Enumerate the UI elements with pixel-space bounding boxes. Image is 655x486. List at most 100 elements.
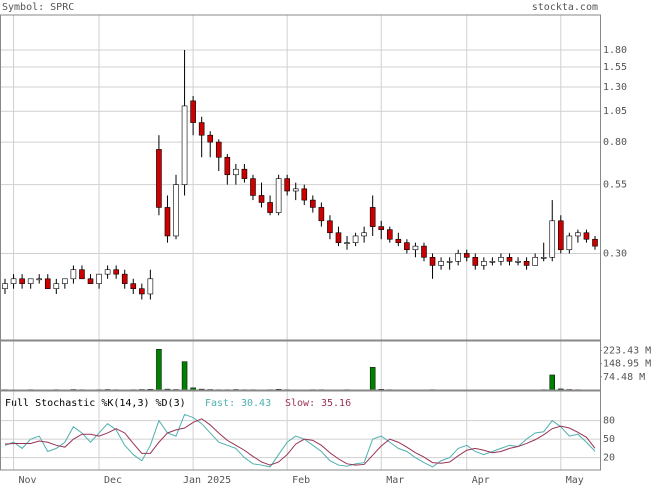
candle-body [2,283,8,289]
x-tick-label: Mar [386,475,404,486]
y-tick-label: 0.80 [603,137,627,148]
candle-body [27,278,34,284]
candle-body [318,207,325,222]
y-tick-label: 1.30 [603,82,627,93]
y-tick-label: 20 [603,453,615,464]
candle-body [369,207,376,227]
x-tick-label: May [566,475,584,486]
y-tick-label: 0.55 [603,180,627,191]
candle-body [19,278,25,284]
candle-body [104,269,111,275]
candle-body [395,238,402,243]
x-tick-label: Jan 2025 [183,475,231,486]
y-tick-label: 1.55 [603,62,627,73]
y-tick-label: 0.30 [603,248,627,259]
candle-body [361,232,367,237]
candle-body [327,220,333,234]
candle-body [241,168,248,179]
candle-body [506,257,513,262]
stoch-title: Full Stochastic %K(14,3) %D(3) [5,398,186,409]
candle-body [515,260,521,263]
legend-name: Slow: [285,398,315,409]
legend-value: 35.16 [321,398,351,409]
y-tick-label: 74.48 M [603,372,645,383]
candle-body [455,253,461,262]
y-tick-label: 1.05 [603,106,627,117]
candle-body [284,178,290,192]
candle-body [275,178,282,213]
candle-body [207,134,214,143]
candle-body [523,260,530,266]
candle-body [10,278,17,284]
volume-bar [156,349,162,391]
candle-body [557,220,564,251]
candle-body [181,105,188,185]
candle-body [378,226,385,230]
candle-body [310,199,316,208]
candle-body [164,207,171,237]
volume-bar [549,374,555,391]
stoch-line [4,413,596,468]
candle-body [421,245,427,258]
candle-body [575,232,581,237]
candle-body [532,257,538,266]
candle-body [224,156,231,176]
candle-body [96,273,102,284]
x-tick-label: Apr [472,475,490,486]
candle-body [404,242,410,251]
candle-body [250,178,256,196]
volume-bar [369,367,376,391]
candle-body [113,269,119,275]
candle-body [566,235,573,251]
site: stockta.com [532,2,598,13]
candle-body [498,257,504,262]
y-tick-label: 50 [603,434,615,445]
candle-body [36,278,43,281]
candle-body [438,260,444,266]
symbol: Symbol: SPRC [2,2,74,13]
candle-body [70,269,77,280]
candle-body [121,273,128,284]
panel-frame [0,340,601,391]
candle-body [592,238,598,247]
candle-body [386,229,393,240]
x-tick-label: Nov [19,475,37,486]
candle-body [62,278,68,284]
candle-body [258,195,265,203]
candle-body [463,253,470,258]
x-tick-label: Dec [104,475,122,486]
candle-body [540,257,547,259]
candle-body [335,232,342,243]
candle-body [215,141,222,158]
candle-body [481,260,487,266]
candle-body [301,188,308,201]
candle-body [549,220,556,258]
candle-body [53,283,60,289]
panel-frame [0,14,601,341]
candle-body [583,232,590,240]
volume-bar [181,361,188,391]
candle-body [44,278,51,289]
candle-body [79,269,85,280]
candle-body [130,283,137,289]
legend-value: 30.43 [241,398,271,409]
candle-body [292,188,299,192]
x-tick-label: Feb [292,475,310,486]
candle-body [173,184,179,237]
candle-body [344,242,350,244]
panel-frame [0,390,601,471]
candle-body [147,278,154,295]
legend-name: Fast: [205,398,235,409]
candle-body [412,245,419,251]
candle-body [472,257,479,266]
candle-body [190,100,196,123]
y-tick-label: 223.43 M [603,345,651,356]
y-tick-label: 148.95 M [603,359,651,370]
candle-body [87,278,94,284]
stoch-line [4,418,596,466]
candle-body [446,260,453,263]
candle-body [139,288,145,295]
y-tick-label: 80 [603,416,615,427]
